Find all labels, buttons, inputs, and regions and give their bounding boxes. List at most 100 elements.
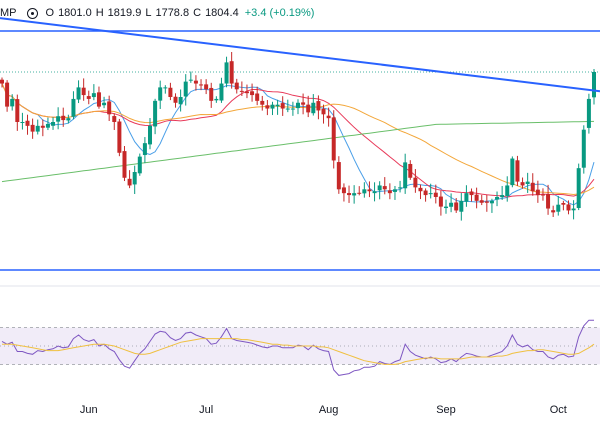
candle-body xyxy=(469,191,474,196)
candle-body xyxy=(444,206,448,209)
candle-body xyxy=(464,193,469,202)
candle-body xyxy=(142,143,147,156)
high-label: H xyxy=(95,7,104,19)
candle-body xyxy=(81,87,86,96)
rsi-ma-line xyxy=(2,338,595,365)
candle-body xyxy=(250,91,255,96)
candle-body xyxy=(209,87,214,101)
candle-body xyxy=(122,151,127,178)
candle-body xyxy=(132,172,137,185)
candle-body xyxy=(20,122,25,123)
candle-body xyxy=(454,202,459,211)
candle-body xyxy=(239,90,244,92)
low-label: L xyxy=(145,7,152,19)
candle-body xyxy=(311,102,316,114)
rsi-pane[interactable] xyxy=(0,319,600,376)
candle-body xyxy=(5,82,10,107)
candle-body xyxy=(35,125,40,132)
candle-body xyxy=(382,186,387,190)
candle-body xyxy=(423,190,428,196)
candle-body xyxy=(244,91,249,94)
candle-body xyxy=(270,104,275,109)
candle-body xyxy=(540,194,545,196)
low-value: 1778.8 xyxy=(155,7,190,19)
price-pane[interactable] xyxy=(0,17,600,271)
rsi-line xyxy=(1,319,594,376)
candle-body xyxy=(173,96,178,103)
candle-body xyxy=(15,99,20,122)
candle-body xyxy=(535,189,540,196)
candle-body xyxy=(398,187,403,189)
candle-body xyxy=(438,196,443,207)
candle-body xyxy=(372,191,377,194)
candle-body xyxy=(178,97,183,105)
candle-body xyxy=(418,187,423,192)
candle-body xyxy=(428,193,433,195)
candle-body xyxy=(137,156,142,174)
candle-body xyxy=(40,125,45,128)
symbol-name: MP xyxy=(0,7,17,19)
candle-body xyxy=(301,102,306,105)
candle-body xyxy=(510,158,515,186)
candle-body xyxy=(285,108,290,110)
candle-body xyxy=(413,177,418,188)
candle-body xyxy=(515,160,520,182)
candle-body xyxy=(433,192,438,197)
candle-body xyxy=(459,200,464,212)
candle-body xyxy=(86,96,91,99)
candle-body xyxy=(403,162,408,189)
ma-long-line xyxy=(1,120,595,183)
candle-body xyxy=(530,182,535,192)
candle-body xyxy=(474,194,479,201)
candle-body xyxy=(352,193,357,196)
candle-body xyxy=(275,104,280,107)
candle-body xyxy=(362,189,367,194)
candle-body xyxy=(387,190,392,194)
candle-body xyxy=(489,200,494,204)
candle-body xyxy=(296,102,300,109)
candle-body xyxy=(214,98,219,101)
candle-body xyxy=(255,93,260,101)
x-tick-label: Oct xyxy=(550,404,567,416)
candle-body xyxy=(76,87,81,100)
close-label: C xyxy=(193,7,202,19)
candle-body xyxy=(25,120,30,126)
candle-body xyxy=(392,189,397,192)
candle-body xyxy=(188,79,193,81)
candle-body xyxy=(592,72,596,98)
x-tick-label: Jun xyxy=(80,404,98,416)
candle-body xyxy=(66,118,71,121)
candle-body xyxy=(56,116,61,122)
candle-body xyxy=(229,61,234,84)
candle-body xyxy=(408,163,413,178)
candle-body xyxy=(96,92,101,107)
candle-body xyxy=(449,202,454,207)
candle-body xyxy=(336,162,341,190)
candle-body xyxy=(168,87,173,97)
change-value: +3.4 (+0.19%) xyxy=(244,7,315,19)
eye-icon[interactable] xyxy=(26,7,38,19)
candle-body xyxy=(479,200,484,203)
candle-body xyxy=(561,202,566,205)
candle-body xyxy=(341,187,346,194)
candle-body xyxy=(265,105,270,109)
candle-body xyxy=(158,87,163,101)
candle-body xyxy=(148,125,152,145)
candle-body xyxy=(224,62,229,84)
candle-body xyxy=(107,101,112,115)
candle-body xyxy=(495,197,500,200)
candle-body xyxy=(51,122,56,126)
candle-body xyxy=(260,100,265,105)
x-tick-label: Sep xyxy=(436,404,456,416)
candle-body xyxy=(546,194,551,209)
candle-body xyxy=(204,84,209,90)
candle-body xyxy=(566,204,571,211)
candle-body xyxy=(280,103,285,109)
x-tick-label: Jul xyxy=(199,404,213,416)
open-value: 1801.0 xyxy=(58,7,92,19)
candle-body xyxy=(581,129,586,168)
candle-body xyxy=(163,87,168,89)
candle-body xyxy=(347,193,352,196)
candle-body xyxy=(321,108,326,115)
